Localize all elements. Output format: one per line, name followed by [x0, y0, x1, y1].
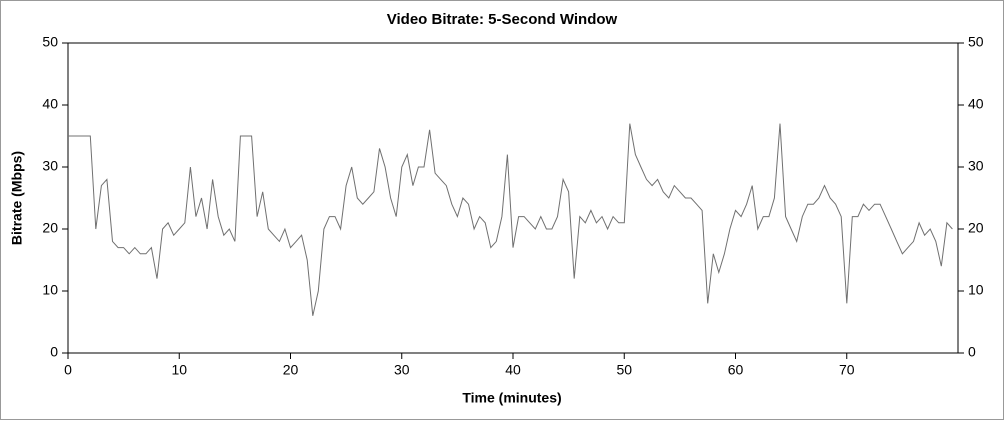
y2-tick-label: 40 — [968, 96, 984, 112]
y-tick-label: 0 — [50, 344, 58, 360]
y-axis-label: Bitrate (Mbps) — [9, 151, 25, 245]
x-axis-label: Time (minutes) — [462, 390, 561, 406]
x-tick-label: 50 — [616, 362, 632, 378]
x-tick-label: 20 — [283, 362, 299, 378]
y-tick-label: 30 — [42, 158, 58, 174]
y-tick-label: 40 — [42, 96, 58, 112]
y-tick-label: 10 — [42, 282, 58, 298]
y2-tick-label: 20 — [968, 220, 984, 236]
y2-tick-label: 50 — [968, 34, 984, 50]
chart-title: Video Bitrate: 5-Second Window — [387, 11, 618, 28]
data-line — [68, 123, 953, 316]
y-tick-label: 20 — [42, 220, 58, 236]
y2-tick-label: 10 — [968, 282, 984, 298]
y2-tick-label: 0 — [968, 344, 976, 360]
x-tick-label: 10 — [171, 362, 187, 378]
y2-tick-label: 30 — [968, 158, 984, 174]
x-tick-label: 0 — [64, 362, 72, 378]
y-tick-label: 50 — [42, 34, 58, 50]
x-tick-label: 40 — [505, 362, 521, 378]
x-tick-label: 30 — [394, 362, 410, 378]
x-tick-label: 60 — [728, 362, 744, 378]
x-tick-label: 70 — [839, 362, 855, 378]
